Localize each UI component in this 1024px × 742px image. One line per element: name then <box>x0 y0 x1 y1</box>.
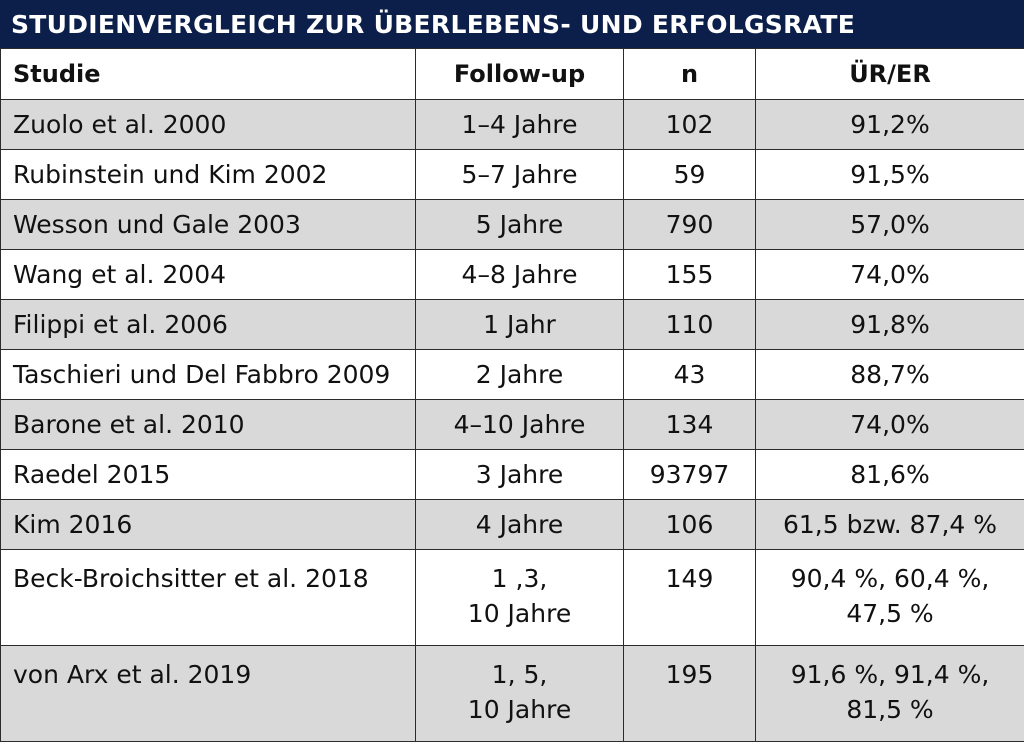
header-rate: ÜR/ER <box>756 49 1024 100</box>
cell-rate: 88,7% <box>756 350 1024 400</box>
cell-studie: Wang et al. 2004 <box>1 250 416 300</box>
cell-studie: Barone et al. 2010 <box>1 400 416 450</box>
cell-follow-up: 1–4 Jahre <box>416 100 624 150</box>
cell-follow-up-line: 1–4 Jahre <box>416 110 623 139</box>
cell-rate: 74,0% <box>756 250 1024 300</box>
cell-n: 102 <box>624 100 756 150</box>
cell-n: 149 <box>624 550 756 646</box>
cell-follow-up: 4 Jahre <box>416 500 624 550</box>
cell-follow-up: 3 Jahre <box>416 450 624 500</box>
cell-studie: Kim 2016 <box>1 500 416 550</box>
cell-rate: 74,0% <box>756 400 1024 450</box>
header-studie: Studie <box>1 49 416 100</box>
cell-studie: Rubinstein und Kim 2002 <box>1 150 416 200</box>
cell-rate: 81,6% <box>756 450 1024 500</box>
study-table: Studie Follow-up n ÜR/ER Zuolo et al. 20… <box>0 48 1024 742</box>
cell-n: 155 <box>624 250 756 300</box>
header-follow-up: Follow-up <box>416 49 624 100</box>
cell-n: 43 <box>624 350 756 400</box>
header-row: Studie Follow-up n ÜR/ER <box>1 49 1024 100</box>
cell-follow-up-line: 5 Jahre <box>416 210 623 239</box>
cell-follow-up-line: 5–7 Jahre <box>416 160 623 189</box>
cell-studie: Zuolo et al. 2000 <box>1 100 416 150</box>
cell-studie: von Arx et al. 2019 <box>1 646 416 742</box>
cell-rate-line: 74,0% <box>756 410 1024 439</box>
cell-follow-up-line: 2 Jahre <box>416 360 623 389</box>
cell-n: 134 <box>624 400 756 450</box>
cell-rate-line: 90,4 %, 60,4 %, <box>756 561 1024 596</box>
cell-follow-up-line: 3 Jahre <box>416 460 623 489</box>
cell-n: 110 <box>624 300 756 350</box>
cell-rate-line: 91,6 %, 91,4 %, <box>756 657 1024 692</box>
cell-rate-line: 91,8% <box>756 310 1024 339</box>
cell-rate-line: 61,5 bzw. 87,4 % <box>756 510 1024 539</box>
cell-n: 59 <box>624 150 756 200</box>
cell-n: 195 <box>624 646 756 742</box>
cell-rate-line: 74,0% <box>756 260 1024 289</box>
cell-rate-line: 57,0% <box>756 210 1024 239</box>
cell-follow-up-line: 1 Jahr <box>416 310 623 339</box>
cell-n: 106 <box>624 500 756 550</box>
cell-studie: Taschieri und Del Fabbro 2009 <box>1 350 416 400</box>
cell-rate-line: 91,2% <box>756 110 1024 139</box>
cell-follow-up-line: 4 Jahre <box>416 510 623 539</box>
cell-rate: 57,0% <box>756 200 1024 250</box>
cell-rate: 91,6 %, 91,4 %,81,5 % <box>756 646 1024 742</box>
cell-rate: 91,2% <box>756 100 1024 150</box>
cell-follow-up-line: 1 ,3, <box>416 561 623 596</box>
header-n: n <box>624 49 756 100</box>
cell-studie: Wesson und Gale 2003 <box>1 200 416 250</box>
cell-follow-up: 1, 5,10 Jahre <box>416 646 624 742</box>
cell-studie: Raedel 2015 <box>1 450 416 500</box>
cell-rate: 91,5% <box>756 150 1024 200</box>
cell-studie: Beck-Broichsitter et al. 2018 <box>1 550 416 646</box>
table-title: STUDIENVERGLEICH ZUR ÜBERLEBENS- UND ERF… <box>0 0 1024 48</box>
cell-follow-up-line: 4–10 Jahre <box>416 410 623 439</box>
cell-follow-up: 5 Jahre <box>416 200 624 250</box>
cell-rate-line: 47,5 % <box>756 596 1024 631</box>
cell-studie: Filippi et al. 2006 <box>1 300 416 350</box>
cell-follow-up-line: 1, 5, <box>416 657 623 692</box>
cell-follow-up-line: 10 Jahre <box>416 596 623 631</box>
cell-follow-up-line: 4–8 Jahre <box>416 260 623 289</box>
cell-n: 790 <box>624 200 756 250</box>
cell-follow-up: 2 Jahre <box>416 350 624 400</box>
cell-rate: 90,4 %, 60,4 %,47,5 % <box>756 550 1024 646</box>
cell-follow-up: 1 Jahr <box>416 300 624 350</box>
cell-follow-up: 1 ,3,10 Jahre <box>416 550 624 646</box>
cell-rate: 91,8% <box>756 300 1024 350</box>
cell-rate-line: 88,7% <box>756 360 1024 389</box>
cell-follow-up: 5–7 Jahre <box>416 150 624 200</box>
cell-follow-up: 4–10 Jahre <box>416 400 624 450</box>
cell-rate-line: 91,5% <box>756 160 1024 189</box>
cell-rate-line: 81,6% <box>756 460 1024 489</box>
cell-rate: 61,5 bzw. 87,4 % <box>756 500 1024 550</box>
study-comparison-table-container: STUDIENVERGLEICH ZUR ÜBERLEBENS- UND ERF… <box>0 0 1024 722</box>
cell-n: 93797 <box>624 450 756 500</box>
cell-follow-up: 4–8 Jahre <box>416 250 624 300</box>
